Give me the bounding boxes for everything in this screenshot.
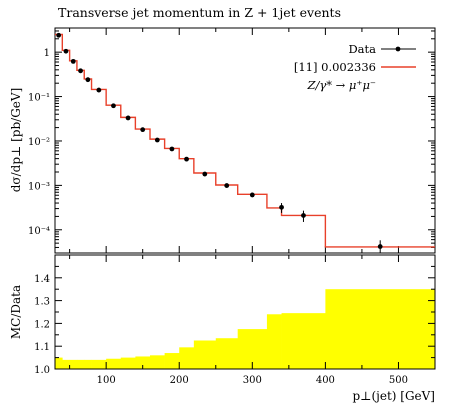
ratio-band-bin bbox=[106, 358, 122, 369]
ratio-band-bin bbox=[193, 340, 217, 369]
main-y-tick-label: 10⁻¹ bbox=[28, 93, 50, 104]
ratio-y-tick-label: 1.4 bbox=[34, 274, 50, 285]
data-point bbox=[202, 171, 208, 177]
data-point bbox=[154, 137, 160, 143]
legend-data-label: Data bbox=[348, 42, 376, 56]
legend-process-label: Z/γ* → μ⁺μ⁻ bbox=[306, 78, 376, 92]
ratio-band-bin bbox=[281, 313, 326, 369]
data-point bbox=[279, 204, 284, 210]
ratio-band-bin bbox=[84, 359, 92, 369]
data-point bbox=[56, 32, 62, 38]
x-axis-label: p⊥(jet) [GeV] bbox=[352, 389, 435, 403]
ratio-y-tick-label: 1.3 bbox=[34, 297, 50, 308]
ratio-band-bin bbox=[120, 357, 136, 369]
main-y-tick-label: 1 bbox=[44, 48, 50, 59]
main-plot-frame bbox=[54, 27, 436, 254]
x-tick-label: 200 bbox=[170, 375, 189, 386]
ratio-band-bin bbox=[266, 314, 282, 369]
ratio-band-bin bbox=[76, 359, 85, 369]
legend-mc-label: [11] 0.002336 bbox=[294, 60, 376, 74]
data-point bbox=[249, 192, 255, 198]
data-point bbox=[140, 127, 146, 133]
ratio-band-bin bbox=[62, 359, 70, 369]
ratio-ticks: 100 200 300 400 500 1.0 1.1 1.2 1.3 1.4 bbox=[34, 255, 436, 386]
data-point bbox=[184, 156, 189, 162]
x-tick-label: 500 bbox=[389, 375, 408, 386]
ratio-band-bin bbox=[150, 355, 165, 369]
x-tick-label: 100 bbox=[97, 375, 116, 386]
ratio-y-tick-label: 1.2 bbox=[34, 319, 50, 330]
x-tick-label: 300 bbox=[243, 375, 262, 386]
ratio-band-bin bbox=[179, 347, 195, 369]
ratio-band-bin bbox=[135, 356, 151, 369]
legend-data-marker bbox=[395, 46, 401, 52]
data-points bbox=[56, 32, 383, 253]
ratio-band bbox=[55, 289, 436, 369]
data-point bbox=[301, 213, 306, 218]
data-point bbox=[377, 244, 383, 249]
main-y-tick-label: 10⁻⁴ bbox=[28, 226, 50, 237]
data-point bbox=[78, 68, 83, 74]
chart-title: Transverse jet momentum in Z + 1jet even… bbox=[58, 5, 341, 20]
main-y-tick-label: 10⁻³ bbox=[28, 181, 50, 192]
data-point bbox=[111, 103, 116, 109]
data-point bbox=[96, 87, 102, 93]
main-y-tick-label: 10⁻² bbox=[28, 137, 50, 148]
mc-histogram bbox=[55, 33, 435, 248]
data-point bbox=[125, 115, 131, 121]
data-point bbox=[85, 77, 91, 83]
ratio-band-bin bbox=[164, 353, 180, 369]
data-point bbox=[63, 48, 69, 54]
main-panel: 1 10⁻¹ 10⁻² 10⁻³ 10⁻⁴ dσ/dp⊥ [pb/GeV] bbox=[9, 27, 436, 254]
ratio-panel: 100 200 300 400 500 1.0 1.1 1.2 1.3 1.4 MC/Data p… bbox=[9, 254, 436, 403]
ratio-band-bin bbox=[215, 338, 238, 369]
x-tick-label: 400 bbox=[316, 375, 335, 386]
ratio-y-tick-label: 1.0 bbox=[34, 365, 50, 376]
main-y-axis-label: dσ/dp⊥ [pb/GeV] bbox=[9, 88, 23, 193]
ratio-band-bin bbox=[325, 289, 436, 369]
ratio-band-bin bbox=[91, 359, 107, 369]
mc-histogram-line bbox=[55, 33, 435, 248]
ratio-y-tick-label: 1.1 bbox=[34, 342, 50, 353]
data-point bbox=[70, 58, 76, 64]
ratio-band-bin bbox=[55, 357, 63, 369]
data-point bbox=[169, 146, 175, 152]
ratio-band-bin bbox=[69, 359, 78, 369]
data-point bbox=[224, 183, 230, 188]
legend: Data [11] 0.002336 Z/γ* → μ⁺μ⁻ bbox=[294, 42, 416, 92]
ratio-y-axis-label: MC/Data bbox=[9, 285, 23, 339]
